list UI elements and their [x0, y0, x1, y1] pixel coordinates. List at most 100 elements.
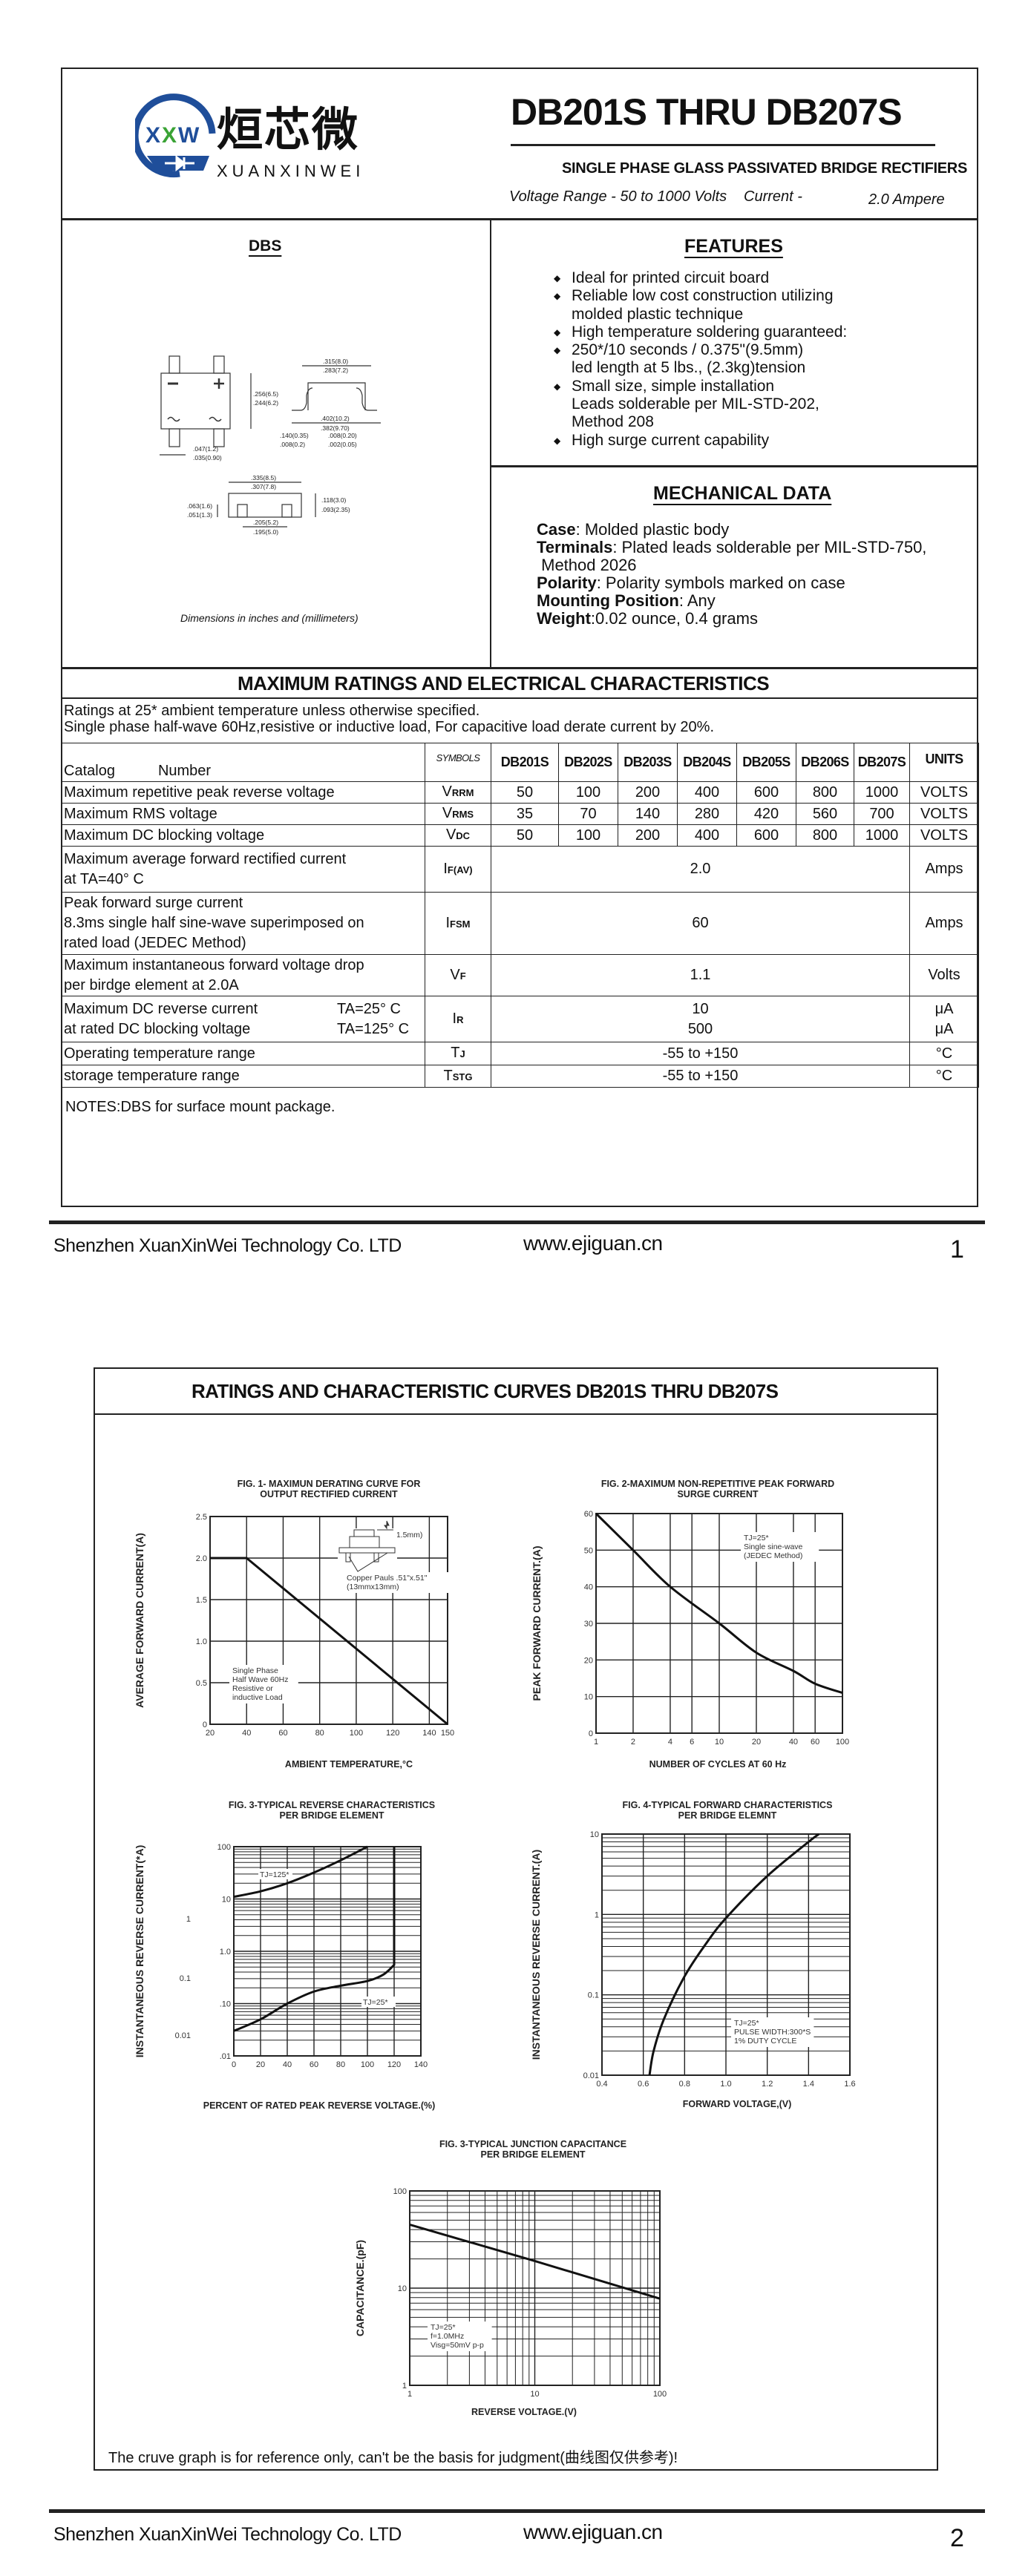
value-cell: -55 to +150: [491, 1042, 910, 1065]
company-logo: X X W 烜芯微 XUANXINWEI: [131, 89, 380, 185]
y-tick-label: 100: [393, 2187, 407, 2196]
unit-line: Volts: [928, 967, 960, 983]
series-tj25: [233, 1847, 396, 2032]
y-tick-label: 1: [595, 1910, 599, 1919]
x-tick-label: 2: [631, 1738, 635, 1747]
annotation-bg: [428, 2322, 492, 2351]
parameter-text: Peak forward surge current: [64, 895, 243, 911]
value-cell: 1.1: [491, 954, 910, 996]
header-part-db201s: DB201S: [491, 743, 559, 782]
value-cell: 10 500: [491, 996, 910, 1042]
current-label: Current -: [744, 188, 802, 205]
ratings-top-divider: [61, 667, 978, 669]
footer2-company: Shenzhen XuanXinWei Technology Co. LTD: [53, 2524, 402, 2545]
plot-frame: [233, 1846, 422, 2057]
page2-disclaimer: The cruve graph is for reference only, c…: [108, 2450, 678, 2466]
series-curve: [210, 1557, 448, 1726]
x-tick-label: 120: [387, 2060, 401, 2069]
symbol-subscript: R: [456, 1013, 464, 1025]
chart-title: FIG. 1- MAXIMUN DERATING CURVE FOR: [238, 1479, 421, 1489]
y-tick-label: 10: [590, 1830, 599, 1839]
x-tick-label: 6: [690, 1738, 694, 1747]
unit-cell: °C: [909, 1042, 979, 1065]
y-tick-label: 50: [584, 1546, 593, 1555]
parameter-cell: Maximum RMS voltage: [61, 803, 425, 825]
feature-item-continuation: Method 208: [554, 413, 847, 431]
feature-text: 250*/10 seconds / 0.375"(9.5mm): [572, 341, 804, 359]
value-cell: 50: [491, 824, 559, 847]
y-tick-label: 60: [584, 1510, 593, 1519]
svg-text:X: X: [145, 123, 160, 148]
dim-foot-min: .051(1.3): [187, 511, 212, 519]
mechanical-item: Terminals: Plated leads solderable per M…: [537, 539, 926, 556]
parameter-line: at TA=40° C: [64, 870, 422, 890]
annotation-text: TJ=25*: [734, 2019, 759, 2028]
unit-cell: Volts: [909, 954, 979, 996]
chart-fig-5: 1 10 100 1 10 100 FIG. 3-TYPICAL JUNCTION CAPA…: [354, 2139, 667, 2417]
chart-fig-4: 0.4 0.6 0.8 1.0 1.2 1.4 1.6 0.01 0.1 1 10 FIG. 4-TY…: [530, 1800, 856, 2109]
annotation-text: (JEDEC Method): [744, 1551, 802, 1560]
x-tick-label: 60: [310, 2060, 318, 2069]
table-row: Maximum instantaneous forward voltage dr…: [61, 954, 979, 996]
table-row: Peak forward surge current 8.3ms single h…: [61, 892, 979, 955]
x-tick-label: 80: [336, 2060, 345, 2069]
page-title: DB201S THRU DB207S: [511, 91, 903, 133]
mechanical-key: Polarity: [537, 574, 597, 592]
parameter-line: Peak forward surge current: [64, 893, 422, 913]
footer2-website[interactable]: www.ejiguan.cn: [523, 2520, 663, 2543]
feature-text: Method 208: [572, 413, 654, 431]
mechanical-value-continuation: Method 2026: [537, 556, 637, 574]
footer1-website[interactable]: www.ejiguan.cn: [523, 1232, 663, 1255]
feature-text: molded plastic technique: [572, 305, 744, 323]
dim-top-w-max: .315(8.0): [323, 358, 348, 365]
parameter-line: per birdge element at 2.0A: [64, 976, 422, 996]
unit-line: μA: [935, 1000, 954, 1017]
dim-lead-t-min: .008(0.2): [280, 441, 305, 448]
chart-title: FIG. 2-MAXIMUM NON-REPETITIVE PEAK FORWA…: [601, 1479, 834, 1489]
table-row: Maximum DC reverse current TA=25° C at rat…: [61, 996, 979, 1042]
y-axis-label: INSTANTANEOUS REVERSE CURRENT.(A): [530, 1850, 542, 2060]
y-tick-label: 10: [398, 2284, 407, 2293]
series-label: TJ=125*: [260, 1870, 289, 1879]
symbol-cell: VDC: [425, 824, 491, 847]
x-tick-label: 120: [386, 1729, 399, 1738]
features-list: ◆ Ideal for printed circuit board ◆ Reliabl…: [554, 269, 847, 450]
value-cell: 800: [796, 824, 854, 847]
series-label-bg: [258, 1869, 292, 1879]
value-cell: 400: [677, 781, 737, 804]
plot-frame: [209, 1516, 448, 1725]
value-line: 500: [687, 1020, 713, 1037]
x-tick-label: 100: [350, 1729, 363, 1738]
parameter-line: Maximum DC reverse current TA=25° C: [64, 999, 422, 1019]
y-tick-label: 0.1: [588, 1991, 599, 2000]
mechanical-item: Case: Molded plastic body: [537, 521, 926, 539]
page-subtitle: SINGLE PHASE GLASS PASSIVATED BRIDGE REC…: [562, 160, 967, 177]
value-line: 2.0: [690, 861, 711, 877]
header-catalog: Catalog: [64, 763, 115, 779]
x-tick-label: 60: [278, 1729, 287, 1738]
parameter-text: storage temperature range: [64, 1068, 240, 1084]
parameter-line: Maximum RMS voltage: [64, 804, 422, 824]
feature-text: High surge current capability: [572, 431, 770, 449]
header-part-db206s: DB206S: [796, 743, 854, 782]
unit-line: °C: [935, 1045, 953, 1062]
feature-item-continuation: Leads solderable per MIL-STD-202,: [554, 395, 847, 413]
y-tick-label: 2.0: [196, 1554, 207, 1563]
x-tick-label: 0.8: [679, 2080, 690, 2089]
mechanical-item: Weight:0.02 ounce, 0.4 grams: [537, 610, 926, 628]
table-row: Maximum average forward rectified curren…: [61, 846, 979, 893]
chart-title: FIG. 3-TYPICAL REVERSE CHARACTERISTICS: [229, 1800, 435, 1810]
feature-item: ◆ Reliable low cost construction utilizin…: [554, 287, 847, 305]
package-outline-drawing: .256(6.5) .244(6.2) .315(8.0) .283(7.2) …: [160, 355, 381, 536]
annotation-text: Single Phase: [232, 1666, 278, 1675]
y-axis-label: INSTANTANEOUS REVERSE CURRENT(*A): [134, 1845, 145, 2058]
value-cell: 140: [618, 803, 678, 825]
parameter-cell: Maximum DC blocking voltage: [61, 824, 425, 847]
dim-len-min: .307(7.8): [251, 483, 276, 490]
bullet-diamond-icon: ◆: [554, 345, 561, 356]
chart-title: FIG. 4-TYPICAL FORWARD CHARACTERISTICS: [623, 1800, 833, 1810]
parameter-line: Maximum instantaneous forward voltage dr…: [64, 956, 422, 976]
unit-line: VOLTS: [920, 805, 969, 822]
x-tick-label: 1.2: [762, 2080, 773, 2089]
x-tick-label: 140: [414, 2060, 428, 2069]
